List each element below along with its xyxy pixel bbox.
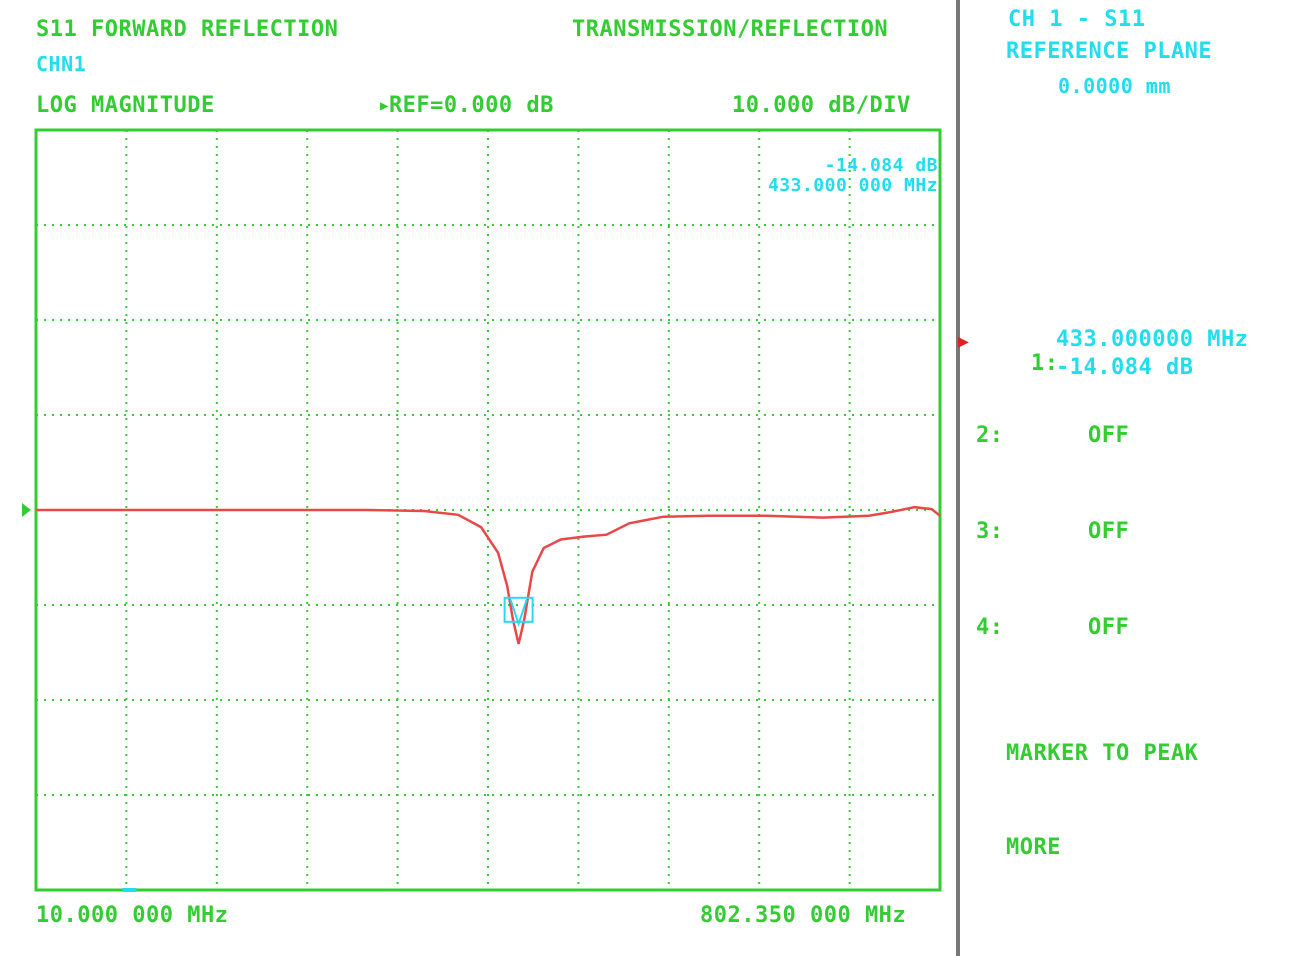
marker-4-state: OFF <box>1088 615 1130 640</box>
format-label: LOG MAGNITUDE <box>36 93 215 118</box>
reference-marker-icon: ▶ <box>380 98 389 114</box>
marker-1-triangle <box>509 599 528 627</box>
marker-3-state: OFF <box>1088 519 1130 544</box>
stop-frequency: 802.350 000 MHz <box>700 903 907 928</box>
marker-2-item[interactable]: 2: <box>976 423 1004 448</box>
start-frequency-tick <box>122 888 137 892</box>
marker-readout-value: -14.084 dB <box>824 155 938 176</box>
reference-plane-value: 0.0000 mm <box>1058 74 1171 98</box>
panel-divider <box>956 0 960 956</box>
marker-1-symbol[interactable] <box>503 596 534 627</box>
graticule <box>36 130 940 890</box>
channel-label: CHN1 <box>36 52 87 76</box>
reference-value: ▶REF=0.000 dB <box>380 93 554 118</box>
marker-1-frequency: 433.000000 MHz <box>1056 327 1249 352</box>
s11-trace <box>36 505 941 645</box>
marker-1-item[interactable]: ▶ 1: <box>958 331 1059 376</box>
marker-4-item[interactable]: 4: <box>976 615 1004 640</box>
marker-3-item[interactable]: 3: <box>976 519 1004 544</box>
start-frequency: 10.000 000 MHz <box>36 903 229 928</box>
reference-plane-label: REFERENCE PLANE <box>1006 39 1213 64</box>
marker-to-peak-softkey[interactable]: MARKER TO PEAK <box>1006 741 1199 766</box>
mode-title: TRANSMISSION/REFLECTION <box>572 17 889 42</box>
measurement-title: S11 FORWARD REFLECTION <box>36 17 339 42</box>
scale-value: 10.000 dB/DIV <box>732 93 911 118</box>
channel-parameter: CH 1 - S11 <box>1008 7 1146 32</box>
marker-1-value: -14.084 dB <box>1056 355 1194 380</box>
marker-2-state: OFF <box>1088 423 1130 448</box>
active-marker-arrow-icon: ▶ <box>958 331 970 352</box>
reference-level-arrow <box>22 503 31 517</box>
marker-readout-frequency: 433.000 000 MHz <box>767 175 938 196</box>
more-softkey[interactable]: MORE <box>1006 835 1061 860</box>
